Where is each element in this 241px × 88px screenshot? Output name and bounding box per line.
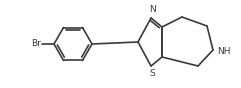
Text: N: N [149, 5, 155, 15]
Text: NH: NH [217, 46, 230, 56]
Text: Br: Br [31, 40, 41, 48]
Text: S: S [149, 70, 155, 78]
